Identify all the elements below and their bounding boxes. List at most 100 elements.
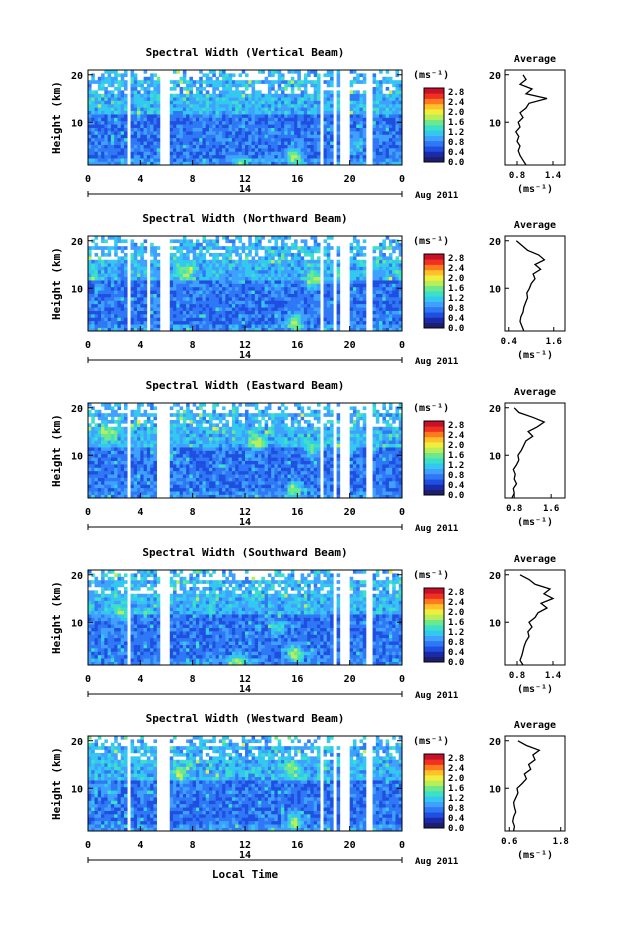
- heatmap-cell: [300, 97, 305, 101]
- heatmap-cell: [169, 436, 174, 441]
- heatmap-cell: [323, 320, 328, 325]
- heatmap-cell: [392, 293, 396, 298]
- heatmap-cell: [280, 117, 285, 122]
- heatmap-cell: [245, 120, 249, 125]
- heatmap-cell: [330, 154, 334, 159]
- heatmap-cell: [264, 249, 269, 254]
- heatmap-cell: [372, 97, 377, 101]
- heatmap-cell: [156, 100, 161, 105]
- heatmap-cell: [300, 161, 305, 166]
- heatmap-cell: [267, 144, 272, 149]
- heatmap-cell: [156, 273, 161, 278]
- heatmap-cell: [372, 290, 377, 294]
- heatmap-cell: [375, 307, 380, 311]
- heatmap-cell: [110, 487, 115, 492]
- heatmap-cell: [156, 158, 161, 162]
- heatmap-cell: [398, 324, 403, 328]
- heatmap-cell: [294, 141, 298, 145]
- heatmap-cell: [238, 236, 243, 240]
- heatmap-cell: [114, 252, 118, 257]
- heatmap-cell: [225, 286, 229, 291]
- heatmap-cell: [91, 107, 95, 112]
- heatmap-cell: [117, 477, 122, 482]
- heatmap-cell: [388, 324, 393, 328]
- heatmap-cell: [91, 453, 95, 458]
- heatmap-cell: [114, 433, 118, 438]
- heatmap-cell: [153, 259, 157, 264]
- heatmap-cell: [202, 280, 207, 284]
- heatmap-cell: [300, 246, 305, 250]
- heatmap-cell: [91, 460, 95, 465]
- heatmap-cell: [280, 134, 285, 139]
- heatmap-cell: [176, 239, 180, 244]
- heatmap-cell: [120, 303, 125, 308]
- heatmap-cell: [323, 93, 328, 98]
- heatmap-cell: [104, 154, 108, 159]
- heatmap-cell: [284, 97, 288, 101]
- heatmap-cell: [330, 324, 334, 328]
- heatmap-cell: [241, 97, 246, 101]
- heatmap-cell: [326, 280, 331, 284]
- heatmap-cell: [261, 97, 265, 101]
- heatmap-cell: [398, 300, 403, 305]
- heatmap-cell: [150, 491, 154, 495]
- heatmap-cell: [245, 276, 249, 281]
- heatmap-cell: [359, 137, 364, 142]
- heatmap-cell: [94, 144, 99, 149]
- heatmap-cell: [173, 107, 177, 112]
- heatmap-cell: [143, 76, 148, 81]
- heatmap-cell: [300, 134, 305, 139]
- colorbar-swatch: [424, 103, 444, 110]
- heatmap-cell: [97, 467, 102, 472]
- heatmap-cell: [264, 158, 269, 162]
- heatmap-cell: [310, 283, 314, 288]
- heatmap-cell: [382, 137, 386, 142]
- heatmap-cell: [392, 320, 396, 325]
- heatmap-cell: [133, 120, 138, 125]
- heatmap-cell: [336, 158, 341, 162]
- heatmap-cell: [114, 131, 118, 135]
- heatmap-cell: [153, 110, 157, 115]
- heatmap-cell: [395, 141, 400, 145]
- heatmap-cell: [137, 436, 141, 441]
- heatmap-cell: [114, 124, 118, 128]
- heatmap-cell: [212, 103, 216, 108]
- heatmap-cell: [97, 477, 102, 482]
- heatmap-cell: [336, 110, 341, 115]
- heatmap-cell: [284, 246, 288, 250]
- heatmap-cell: [104, 406, 108, 411]
- heatmap-cell: [267, 131, 272, 135]
- heatmap-cell: [104, 107, 108, 112]
- heatmap-cell: [156, 300, 161, 305]
- heatmap-cell: [392, 141, 396, 145]
- heatmap-cell: [143, 273, 148, 278]
- heatmap-cell: [176, 484, 180, 489]
- heatmap-cell: [186, 297, 190, 301]
- heatmap-cell: [189, 286, 193, 291]
- heatmap-cell: [209, 141, 213, 145]
- heatmap-cell: [146, 151, 151, 156]
- heatmap-cell: [110, 283, 115, 288]
- heatmap-cell: [156, 283, 161, 288]
- heatmap-cell: [294, 103, 298, 108]
- heatmap-cell: [218, 144, 223, 149]
- heatmap-cell: [130, 457, 135, 461]
- heatmap-cell: [88, 436, 92, 441]
- heatmap-cell: [94, 467, 99, 472]
- heatmap-cell: [140, 453, 144, 458]
- heatmap-cell: [173, 307, 177, 311]
- heatmap-cell: [130, 491, 135, 495]
- heatmap-cell: [130, 317, 135, 322]
- heatmap-cell: [94, 324, 99, 328]
- heatmap-cell: [310, 300, 314, 305]
- heatmap-cell: [228, 314, 233, 318]
- heatmap-cell: [245, 97, 249, 101]
- heatmap-cell: [114, 450, 118, 455]
- heatmap-cell: [94, 273, 99, 278]
- heatmap-cell: [330, 107, 334, 112]
- heatmap-cell: [231, 283, 236, 288]
- heatmap-cell: [336, 273, 341, 278]
- heatmap-cell: [385, 303, 390, 308]
- heatmap-cell: [392, 259, 396, 264]
- heatmap-cell: [209, 320, 213, 325]
